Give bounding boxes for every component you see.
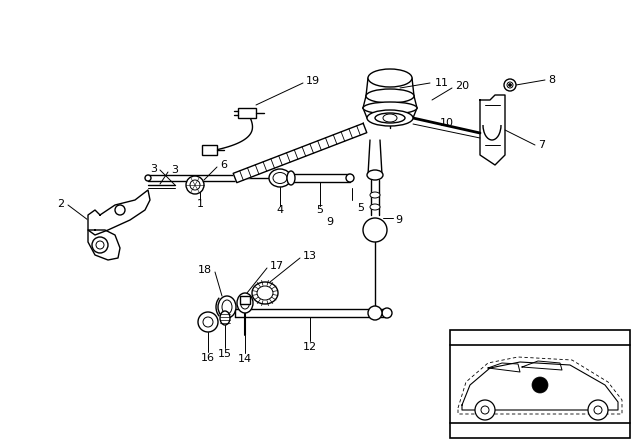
Circle shape — [507, 82, 513, 88]
Text: 3: 3 — [172, 165, 179, 175]
Text: 20: 20 — [455, 81, 469, 91]
Text: 9: 9 — [395, 215, 402, 225]
Text: 5: 5 — [317, 205, 323, 215]
Circle shape — [481, 406, 489, 414]
Bar — [202, 145, 217, 155]
Text: 14: 14 — [238, 354, 252, 364]
Polygon shape — [233, 123, 367, 183]
Circle shape — [186, 176, 204, 194]
Text: 7: 7 — [538, 140, 545, 150]
Text: 3: 3 — [150, 164, 157, 174]
Ellipse shape — [368, 69, 412, 87]
Circle shape — [475, 400, 495, 420]
Text: 16: 16 — [201, 353, 215, 363]
Ellipse shape — [287, 171, 295, 185]
Circle shape — [190, 180, 200, 190]
Ellipse shape — [370, 204, 380, 210]
Circle shape — [588, 400, 608, 420]
Text: 19: 19 — [306, 76, 320, 86]
Text: 18: 18 — [198, 265, 212, 275]
Text: 9: 9 — [326, 217, 333, 227]
Ellipse shape — [218, 296, 236, 318]
Circle shape — [92, 237, 108, 253]
Ellipse shape — [252, 282, 278, 304]
Text: 10: 10 — [440, 118, 454, 128]
Ellipse shape — [273, 172, 287, 184]
Circle shape — [368, 306, 382, 320]
Ellipse shape — [370, 192, 380, 198]
Ellipse shape — [222, 300, 232, 314]
Ellipse shape — [383, 114, 397, 122]
Ellipse shape — [375, 113, 405, 123]
Ellipse shape — [363, 102, 417, 114]
Text: 6: 6 — [220, 160, 227, 170]
Circle shape — [504, 79, 516, 91]
Ellipse shape — [367, 110, 413, 126]
Text: 15: 15 — [218, 349, 232, 359]
Circle shape — [594, 406, 602, 414]
Ellipse shape — [220, 311, 230, 325]
Text: 4: 4 — [276, 205, 284, 215]
Ellipse shape — [367, 170, 383, 180]
Ellipse shape — [382, 308, 392, 318]
Text: 8: 8 — [548, 75, 555, 85]
Bar — [238, 108, 256, 118]
Polygon shape — [88, 190, 150, 235]
Polygon shape — [462, 362, 618, 410]
Ellipse shape — [257, 286, 273, 300]
Polygon shape — [480, 95, 505, 165]
Text: 5: 5 — [357, 203, 364, 213]
Text: 2: 2 — [57, 199, 64, 209]
Circle shape — [198, 312, 218, 332]
Text: 11: 11 — [435, 78, 449, 88]
Polygon shape — [88, 230, 120, 260]
Ellipse shape — [346, 174, 354, 182]
Circle shape — [509, 83, 511, 86]
Text: 1: 1 — [196, 199, 204, 209]
Circle shape — [532, 377, 548, 393]
Text: 13: 13 — [303, 251, 317, 261]
Text: 00303360: 00303360 — [519, 426, 561, 435]
Circle shape — [96, 241, 104, 249]
Bar — [450, 330, 630, 438]
Circle shape — [115, 205, 125, 215]
Ellipse shape — [366, 89, 414, 103]
Ellipse shape — [145, 175, 151, 181]
Ellipse shape — [237, 293, 253, 313]
Ellipse shape — [241, 297, 250, 309]
Text: 17: 17 — [270, 261, 284, 271]
Bar — [240, 296, 250, 304]
Ellipse shape — [269, 169, 291, 187]
Circle shape — [363, 218, 387, 242]
Text: 12: 12 — [303, 342, 317, 352]
Circle shape — [203, 317, 213, 327]
